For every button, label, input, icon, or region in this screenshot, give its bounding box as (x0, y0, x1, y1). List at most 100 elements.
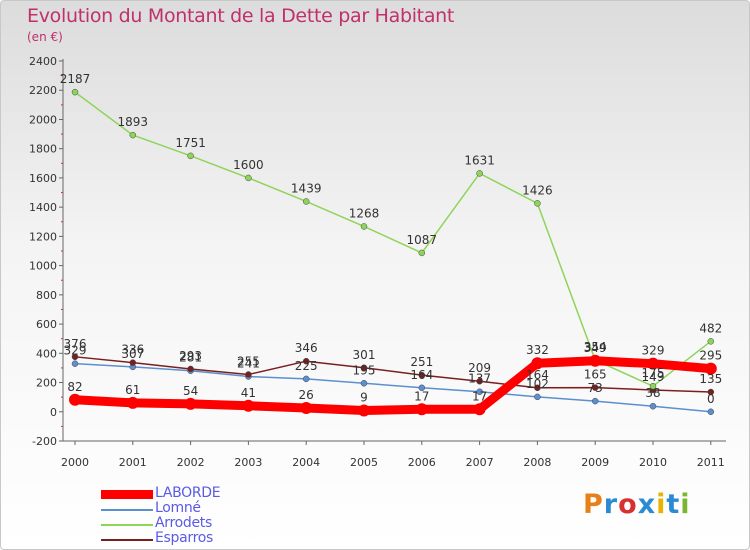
data-point-lomne (71, 360, 79, 367)
data-point-laborde (358, 404, 370, 417)
data-label-lomne: 0 (707, 392, 715, 406)
logo-letter: o (618, 489, 638, 520)
data-point-arrodets (707, 338, 715, 345)
data-label-arrodets: 482 (699, 321, 722, 335)
y-tick-label: 1200 (29, 230, 57, 243)
data-label-arrodets: 1631 (464, 153, 495, 167)
data-label-arrodets: 1268 (349, 206, 380, 220)
y-tick-label: 1000 (29, 260, 57, 273)
data-point-arrodets (129, 131, 137, 139)
data-point-lomne (591, 397, 599, 405)
y-tick-label: 1600 (29, 172, 57, 185)
data-point-esparros (591, 384, 599, 391)
data-label-esparros: 164 (526, 368, 549, 382)
data-label-arrodets: 175 (642, 366, 665, 380)
y-tick-label: 2200 (29, 84, 57, 97)
data-point-esparros (476, 377, 483, 385)
data-label-esparros: 376 (64, 337, 87, 351)
data-point-lomne (418, 384, 426, 392)
legend-label: LABORDE (155, 485, 221, 501)
legend-label: Lomné (155, 500, 201, 516)
data-label-laborde: 61 (125, 383, 140, 397)
logo-letter: t (666, 489, 681, 520)
x-tick-label: 2010 (639, 456, 667, 469)
data-point-lomne (707, 408, 715, 416)
data-point-arrodets (418, 249, 426, 257)
data-point-laborde (126, 396, 139, 409)
legend-swatch (101, 524, 153, 526)
data-label-arrodets: 354 (584, 340, 607, 354)
data-label-lomne: 241 (237, 357, 260, 371)
proxiti-logo: Proxiti (583, 489, 691, 520)
data-label-lomne: 195 (353, 363, 376, 377)
chart-title: Evolution du Montant de la Dette par Hab… (27, 5, 455, 27)
series-layer (69, 88, 717, 417)
data-point-esparros (71, 353, 79, 361)
legend-swatch (101, 539, 153, 541)
data-label-arrodets: 1751 (175, 136, 206, 150)
data-point-arrodets (360, 223, 368, 230)
data-label-laborde: 17 (472, 389, 487, 403)
x-tick-label: 2001 (119, 456, 147, 469)
x-tick-label: 2009 (581, 456, 609, 469)
data-point-esparros (187, 365, 194, 373)
x-tick-label: 2000 (61, 456, 89, 469)
y-tick-label: 2400 (29, 55, 57, 68)
data-point-lomne (534, 393, 541, 401)
series-line-lomne (74, 362, 712, 413)
logo-letter: i (656, 489, 667, 520)
y-tick-label: 600 (36, 318, 57, 331)
data-labels-layer: 329 307 281 241 225 195 164 137 102 73 38 0 376 336 29… (60, 72, 723, 406)
data-label-lomne: 137 (468, 372, 491, 386)
legend-swatch (101, 490, 153, 499)
logo-letter: r (603, 489, 619, 520)
data-point-arrodets (534, 200, 541, 207)
data-label-lomne: 225 (295, 359, 318, 373)
data-label-laborde: 54 (183, 384, 198, 398)
data-label-lomne: 329 (64, 344, 87, 358)
y-tick-label: 1400 (29, 201, 57, 214)
data-label-esparros: 255 (237, 355, 260, 369)
data-point-esparros (302, 357, 310, 365)
data-point-arrodets (302, 198, 310, 205)
data-label-laborde: 349 (584, 341, 607, 355)
data-label-lomne: 164 (410, 368, 433, 382)
x-tick-label: 2002 (177, 456, 205, 469)
y-tick-label: 2000 (29, 113, 57, 126)
data-point-esparros (129, 359, 137, 366)
data-label-lomne: 307 (121, 347, 144, 361)
data-label-esparros: 135 (699, 372, 722, 386)
data-label-esparros: 149 (642, 370, 665, 384)
logo-letter: P (583, 489, 604, 520)
data-point-laborde (184, 397, 197, 410)
data-label-lomne: 38 (645, 386, 660, 400)
x-tick-label: 2011 (697, 456, 725, 469)
data-label-esparros: 301 (353, 348, 376, 362)
data-label-laborde: 295 (699, 349, 722, 363)
data-label-lomne: 102 (526, 377, 549, 391)
data-point-laborde (531, 357, 544, 370)
data-label-laborde: 82 (67, 380, 82, 394)
data-label-lomne: 281 (179, 351, 202, 365)
data-point-lomne (649, 402, 657, 410)
data-point-laborde (415, 403, 428, 416)
data-label-laborde: 26 (299, 388, 314, 402)
data-point-esparros (245, 371, 252, 378)
chart-subtitle: (en €) (27, 30, 63, 44)
data-point-esparros (360, 364, 368, 372)
data-label-arrodets: 2187 (60, 72, 91, 86)
y-tick-label: 1800 (29, 143, 57, 156)
y-tick-label: 0 (50, 406, 57, 419)
logo-letter: i (680, 489, 691, 520)
data-point-arrodets (476, 170, 483, 177)
data-point-laborde (300, 401, 313, 414)
data-point-lomne (302, 375, 310, 383)
data-label-laborde: 329 (642, 344, 665, 358)
data-point-arrodets (187, 152, 194, 160)
series-line-esparros (74, 356, 712, 393)
x-tick-label: 2005 (350, 456, 378, 469)
data-point-arrodets (71, 88, 79, 96)
data-point-laborde (473, 403, 486, 416)
